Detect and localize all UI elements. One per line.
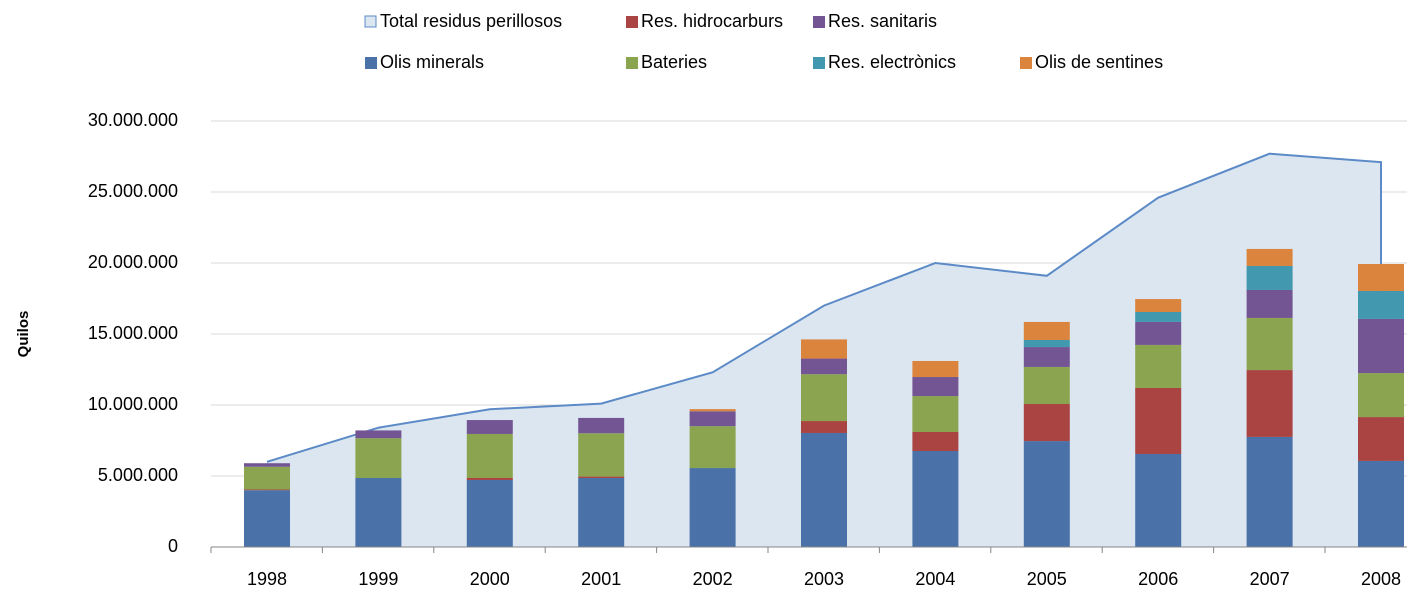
bar-segment (1246, 265, 1293, 290)
y-tick-label: 20.000.000 (88, 252, 178, 272)
bar-segment (1246, 370, 1293, 437)
bar-segment (1023, 321, 1070, 340)
bar-segment (1023, 404, 1070, 442)
y-tick-label: 25.000.000 (88, 181, 178, 201)
bar-segment (578, 476, 625, 478)
x-tick-label: 2004 (915, 569, 955, 589)
bar-segment (1023, 366, 1070, 405)
x-tick-label: 2005 (1027, 569, 1067, 589)
bar-segment (1358, 460, 1404, 547)
y-tick-label: 10.000.000 (88, 394, 178, 414)
legend-label: Olis minerals (380, 52, 484, 72)
bar-segment (1358, 417, 1404, 461)
x-tick-label: 1998 (247, 569, 287, 589)
bar-segment (801, 432, 847, 547)
bar-segment (1358, 318, 1404, 374)
legend-label: Olis de sentines (1035, 52, 1163, 72)
bar-segment (801, 358, 847, 375)
x-tick-label: 2006 (1138, 569, 1178, 589)
bar-segment (355, 477, 402, 547)
legend-label: Bateries (641, 52, 707, 72)
bar-segment (801, 421, 847, 433)
x-tick-label: 2001 (581, 569, 621, 589)
bar-segment (1246, 289, 1293, 318)
legend-swatch (813, 16, 825, 28)
bar-segment (578, 477, 625, 547)
bar-segment (466, 479, 513, 547)
bar-segment (244, 466, 290, 490)
legend-swatch (364, 15, 377, 28)
bar-segment (689, 409, 736, 412)
bar-segment (1023, 339, 1070, 348)
bar-segment (1023, 441, 1070, 547)
y-tick-label: 0 (168, 536, 178, 556)
x-tick-label: 2008 (1361, 569, 1401, 589)
x-tick-label: 1999 (358, 569, 398, 589)
bar-segment (1135, 453, 1182, 547)
y-axis-label: Quilos (15, 311, 32, 358)
bar-segment (912, 360, 959, 378)
bar-segment (355, 438, 402, 478)
bar-segment (1246, 248, 1293, 266)
bar-segment (466, 477, 513, 480)
y-tick-label: 5.000.000 (98, 465, 178, 485)
legend-swatch (365, 57, 377, 69)
bar-segment (1135, 344, 1182, 388)
bar-segment (1358, 373, 1404, 418)
bar-segment (466, 420, 513, 434)
bar-segment (801, 339, 847, 359)
x-tick-label: 2000 (470, 569, 510, 589)
legend-swatch (1020, 57, 1032, 69)
bar-segment (912, 396, 959, 432)
bar-segment (466, 433, 513, 478)
bar-segment (689, 468, 736, 547)
total-line (266, 152, 1382, 547)
bar-segment (244, 489, 290, 491)
bar-segment (1135, 321, 1182, 345)
bar-segment (578, 433, 625, 477)
bar-segment (1246, 436, 1293, 547)
legend-label: Res. sanitaris (828, 11, 937, 31)
bar-segment (912, 451, 959, 547)
bar-segment (1358, 263, 1404, 291)
legend-swatch (626, 57, 638, 69)
bar-segment (912, 377, 959, 397)
bar-segment (244, 463, 290, 467)
bar-segment (689, 411, 736, 427)
bar-segment (1246, 317, 1293, 371)
legend-swatch (626, 16, 638, 28)
bar-segment (578, 417, 625, 434)
bar-segment (1023, 347, 1070, 367)
y-tick-label: 15.000.000 (88, 323, 178, 343)
bar-segment (244, 490, 290, 547)
y-tick-label: 30.000.000 (88, 110, 178, 130)
legend-label: Total residus perillosos (380, 11, 562, 31)
bar-segment (1358, 290, 1404, 319)
bar-segment (801, 374, 847, 422)
bar-segment (912, 431, 959, 452)
bar-segment (1135, 311, 1182, 322)
legend-label: Res. electrònics (828, 52, 956, 72)
legend-swatch (813, 57, 825, 69)
legend-label: Res. hidrocarburs (641, 11, 783, 31)
x-tick-label: 2002 (693, 569, 733, 589)
bar-segment (1135, 387, 1182, 454)
bar-segment (355, 430, 402, 439)
bar-segment (689, 426, 736, 469)
x-tick-label: 2007 (1250, 569, 1290, 589)
x-tick-label: 2003 (804, 569, 844, 589)
bar-segment (1135, 299, 1182, 312)
